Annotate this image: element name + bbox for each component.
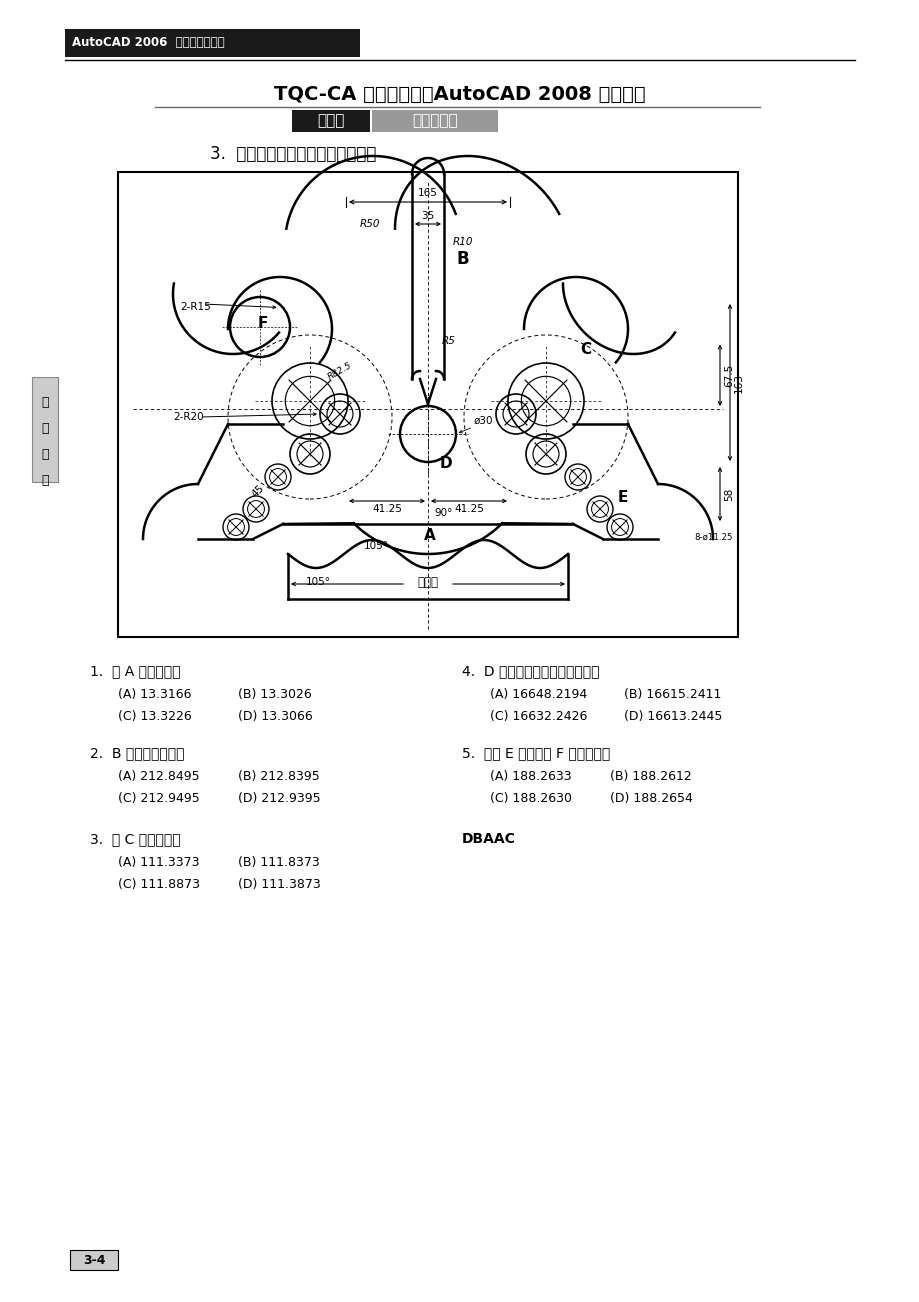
Text: 105°: 105° <box>363 542 388 551</box>
Text: 3-4: 3-4 <box>83 1254 105 1267</box>
Bar <box>32 378 58 482</box>
Text: E: E <box>618 490 628 504</box>
Text: ø30: ø30 <box>473 417 493 426</box>
Text: (C) 212.9495: (C) 212.9495 <box>118 792 199 805</box>
Text: 8-ø11.25: 8-ø11.25 <box>694 533 732 542</box>
Text: 67.5: 67.5 <box>723 363 733 387</box>
Text: (C) 13.3226: (C) 13.3226 <box>118 710 191 723</box>
Text: (D) 16613.2445: (D) 16613.2445 <box>623 710 721 723</box>
Bar <box>65 29 359 57</box>
Text: 科: 科 <box>41 422 49 435</box>
Text: R5: R5 <box>441 336 456 346</box>
Text: (C) 188.2630: (C) 188.2630 <box>490 792 572 805</box>
Bar <box>291 109 369 132</box>
Text: (D) 212.9395: (D) 212.9395 <box>238 792 321 805</box>
Text: 綜合應用一: 綜合應用一 <box>412 113 458 129</box>
Text: F: F <box>257 316 268 332</box>
Text: 1.  弧 A 半徑為何？: 1. 弧 A 半徑為何？ <box>90 664 180 678</box>
Text: 165: 165 <box>417 187 437 198</box>
Text: DBAAC: DBAAC <box>461 832 516 846</box>
Text: (B) 13.3026: (B) 13.3026 <box>238 687 312 700</box>
Text: 41.25: 41.25 <box>454 504 483 514</box>
Text: TQC-CA 工程製圖類－AutoCAD 2008 術科題庫: TQC-CA 工程製圖類－AutoCAD 2008 術科題庫 <box>274 85 645 103</box>
Text: 2.  B 區域周長為何？: 2. B 區域周長為何？ <box>90 746 185 760</box>
Text: (D) 13.3066: (D) 13.3066 <box>238 710 312 723</box>
Text: D: D <box>439 457 452 471</box>
Text: 58: 58 <box>723 487 733 501</box>
Bar <box>118 172 737 637</box>
Bar <box>70 1250 118 1269</box>
Text: C: C <box>580 341 591 357</box>
Text: 41.25: 41.25 <box>371 504 402 514</box>
Text: R10: R10 <box>452 237 473 247</box>
Text: 五等分: 五等分 <box>417 575 438 589</box>
Text: 105°: 105° <box>305 577 330 587</box>
Bar <box>371 109 497 132</box>
Text: 術: 術 <box>41 396 49 409</box>
Text: R50: R50 <box>359 219 380 229</box>
Text: (C) 16632.2426: (C) 16632.2426 <box>490 710 586 723</box>
Text: 2-R15: 2-R15 <box>180 302 210 312</box>
Text: R82.5: R82.5 <box>326 361 353 381</box>
Text: 2-R20: 2-R20 <box>173 411 203 422</box>
Text: 3.  試繪出下圖並回答下列五個問題: 3. 試繪出下圖並回答下列五個問題 <box>210 145 376 163</box>
Text: (B) 188.2612: (B) 188.2612 <box>609 769 691 783</box>
Text: 90°: 90° <box>434 508 452 518</box>
Text: B: B <box>456 250 469 268</box>
Text: 163: 163 <box>733 374 743 393</box>
Text: 5.  中點 E 至中心點 F 距離為何？: 5. 中點 E 至中心點 F 距離為何？ <box>461 746 609 760</box>
Text: 庫: 庫 <box>41 474 49 487</box>
Text: (A) 13.3166: (A) 13.3166 <box>118 687 191 700</box>
Text: (C) 111.8873: (C) 111.8873 <box>118 878 199 891</box>
Text: (B) 111.8373: (B) 111.8373 <box>238 855 320 868</box>
Text: AutoCAD 2006  實力養成暨評量: AutoCAD 2006 實力養成暨評量 <box>72 36 224 49</box>
Text: 4.  D 區域扣除內孔之面積為何？: 4. D 區域扣除內孔之面積為何？ <box>461 664 599 678</box>
Text: (A) 111.3373: (A) 111.3373 <box>118 855 199 868</box>
Text: 45: 45 <box>249 483 266 499</box>
Text: (A) 188.2633: (A) 188.2633 <box>490 769 571 783</box>
Text: (A) 16648.2194: (A) 16648.2194 <box>490 687 586 700</box>
Text: (B) 212.8395: (B) 212.8395 <box>238 769 320 783</box>
Text: 35: 35 <box>421 211 434 221</box>
Text: (D) 111.3873: (D) 111.3873 <box>238 878 321 891</box>
Text: A: A <box>424 529 436 543</box>
Text: 題: 題 <box>41 448 49 461</box>
Text: 3.  弧 C 長度為何？: 3. 弧 C 長度為何？ <box>90 832 180 846</box>
Text: (B) 16615.2411: (B) 16615.2411 <box>623 687 720 700</box>
Text: (A) 212.8495: (A) 212.8495 <box>118 769 199 783</box>
Text: 第一類: 第一類 <box>317 113 345 129</box>
Text: (D) 188.2654: (D) 188.2654 <box>609 792 692 805</box>
